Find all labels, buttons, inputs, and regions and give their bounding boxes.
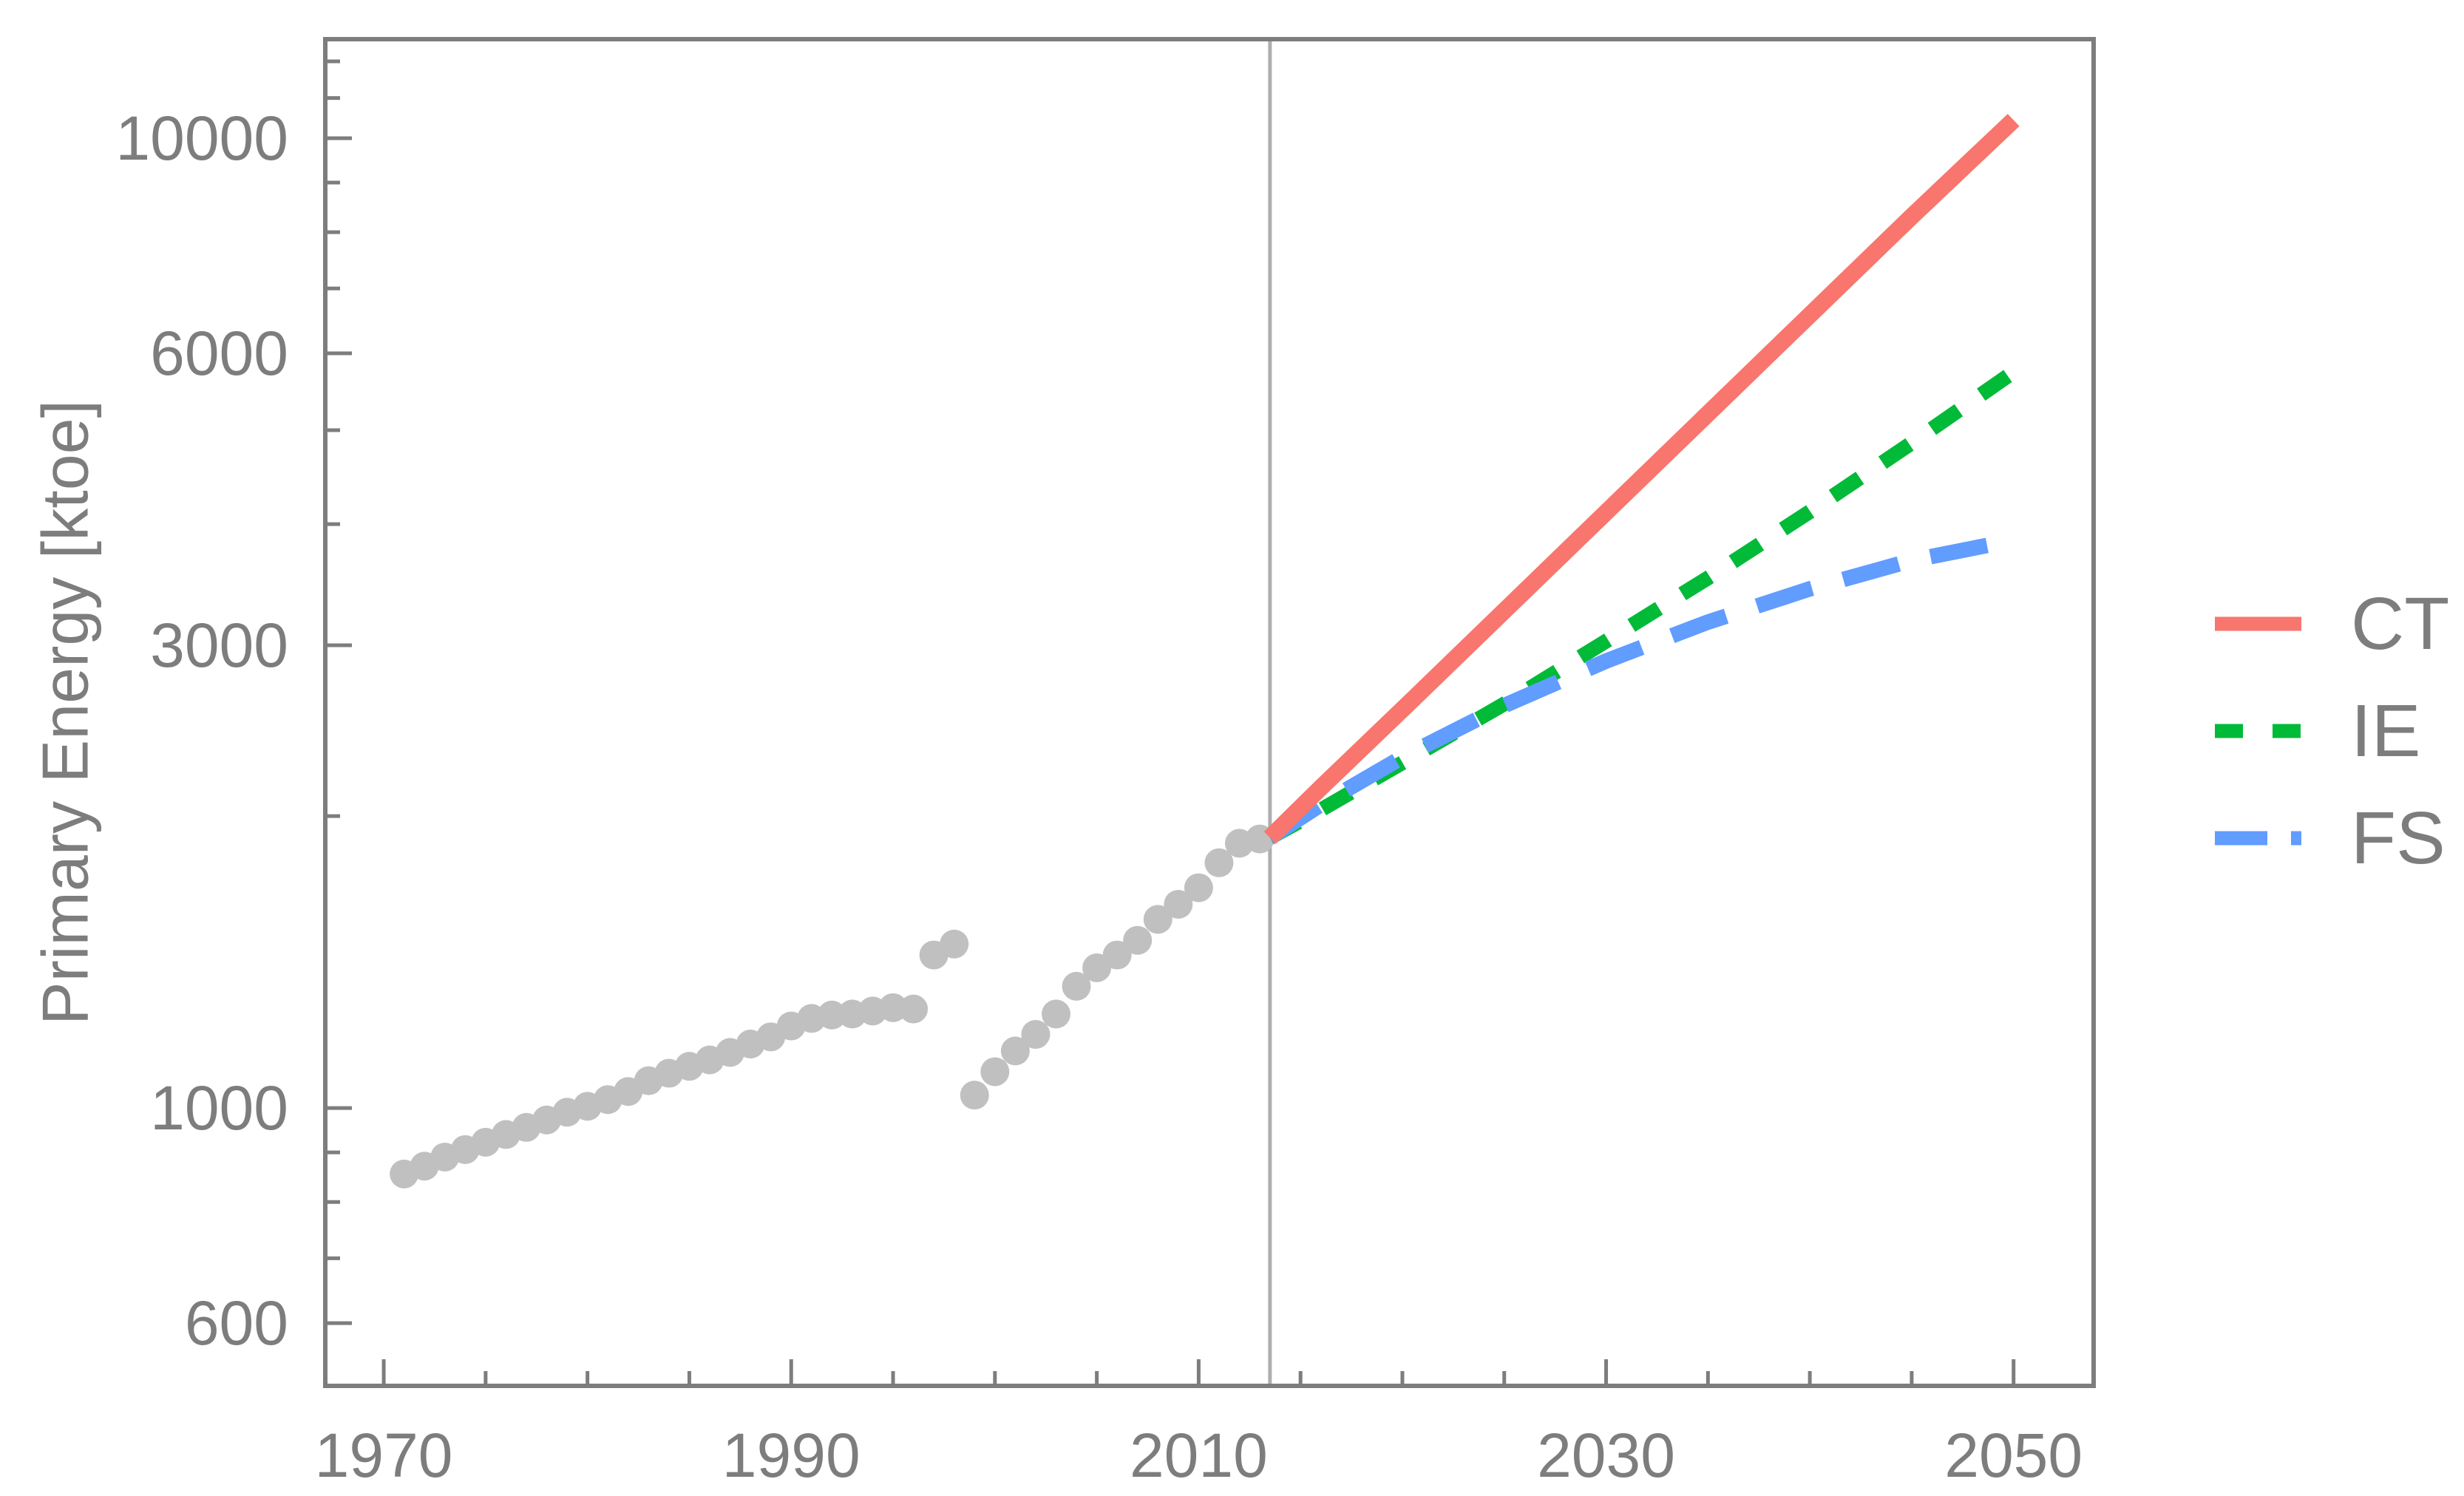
historical-data-point [960, 1081, 989, 1110]
x-axis-tick-label: 2030 [1537, 1421, 1675, 1490]
historical-data-point [1102, 940, 1132, 970]
x-axis-tick-label: 2050 [1944, 1421, 2083, 1490]
historical-data-point [1041, 999, 1070, 1029]
x-axis-tick-label: 2010 [1130, 1421, 1268, 1490]
legend-label-ie: IE [2351, 690, 2420, 772]
x-axis-tick-label: 1970 [315, 1421, 453, 1490]
historical-data-point [940, 929, 969, 959]
historical-data-point [1000, 1036, 1030, 1066]
historical-data-point [1204, 848, 1234, 877]
historical-data-point [899, 994, 929, 1024]
y-axis-tick-label: 3000 [150, 611, 288, 680]
historical-data-point [1123, 925, 1153, 955]
historical-data-point [1021, 1019, 1051, 1049]
y-axis-title: Primary Energy [ktoe] [29, 400, 102, 1025]
plot-frame [323, 37, 2096, 1388]
y-axis-tick-label: 10000 [115, 103, 288, 173]
historical-data-point [1062, 971, 1091, 1001]
y-axis-tick-label: 1000 [150, 1073, 288, 1143]
historical-data-point [1184, 873, 1213, 902]
series-line-ct [1263, 114, 2020, 844]
historical-data-point [1164, 889, 1193, 919]
historical-data-point [1143, 905, 1172, 934]
series-line-fs [1266, 532, 2015, 845]
historical-data-point [878, 993, 908, 1022]
y-axis-tick-label: 600 [185, 1288, 288, 1358]
historical-data-point [980, 1057, 1010, 1087]
series-line-ie [1266, 366, 2018, 845]
legend-label-ct: CT [2351, 582, 2449, 665]
y-axis-tick-label: 6000 [150, 319, 288, 388]
historical-data-point [817, 1000, 846, 1030]
legend-label-fs: FS [2351, 797, 2446, 880]
x-axis-tick-label: 1990 [722, 1421, 861, 1490]
